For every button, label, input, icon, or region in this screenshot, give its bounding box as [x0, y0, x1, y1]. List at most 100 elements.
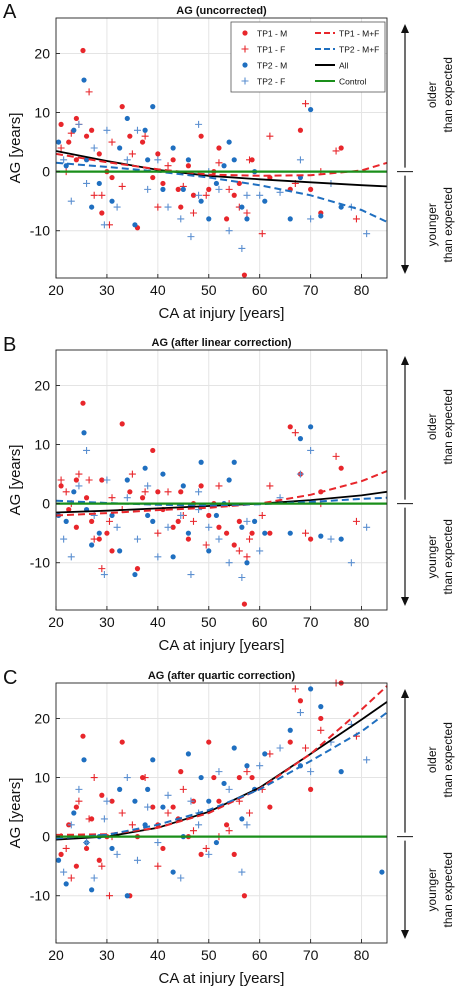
chart-title: AG (uncorrected): [176, 5, 267, 17]
data-point-plus: [256, 191, 264, 199]
chart-title: AG (after linear correction): [152, 337, 292, 349]
data-point-plus: [113, 523, 121, 531]
data-point-dot: [150, 447, 156, 454]
data-point-dot: [142, 127, 148, 133]
data-point-dot: [185, 530, 191, 536]
data-point-plus: [238, 868, 246, 876]
data-point-dot: [198, 133, 204, 139]
data-point-plus: [75, 785, 83, 793]
y-tick-label: 10: [34, 105, 50, 121]
legend-label: All: [339, 61, 349, 71]
data-point-dot: [241, 272, 248, 278]
data-point-plus: [100, 221, 108, 229]
data-point-plus: [205, 523, 213, 531]
data-point-plus: [141, 488, 149, 496]
data-point-plus: [133, 535, 141, 543]
data-point-dot: [109, 845, 115, 852]
y-tick-label: -10: [30, 888, 50, 904]
data-point-plus: [67, 553, 75, 561]
data-point-dot: [150, 804, 156, 810]
data-point-dot: [66, 139, 72, 145]
data-point-plus: [85, 815, 93, 823]
data-point-plus: [363, 756, 371, 764]
data-point-plus: [291, 429, 299, 437]
y-axis-label: AG [years]: [7, 445, 24, 516]
data-point-plus: [238, 574, 246, 581]
data-point-plus: [113, 203, 121, 211]
data-point-plus: [154, 862, 162, 870]
data-point-plus: [215, 535, 223, 543]
y-tick-label: 20: [34, 45, 50, 61]
data-point-plus: [113, 850, 121, 858]
data-point-plus: [67, 821, 75, 829]
data-point-plus: [98, 565, 106, 573]
data-point-plus: [154, 553, 162, 561]
data-point-dot: [308, 424, 314, 430]
data-point-dot: [55, 139, 62, 145]
data-point-plus: [243, 517, 251, 525]
data-point-plus: [133, 856, 141, 864]
data-point-dot: [216, 145, 222, 151]
x-tick-label: 60: [252, 947, 268, 963]
data-point-plus: [189, 209, 197, 217]
data-point-dot: [134, 566, 141, 572]
data-point-plus: [332, 452, 340, 460]
panel-letter: A: [3, 1, 17, 23]
data-point-dot: [73, 477, 79, 483]
data-point-plus: [100, 571, 108, 579]
data-point-dot: [244, 216, 250, 222]
older-label-line1: older: [425, 413, 439, 440]
data-point-plus: [352, 517, 360, 525]
data-point-plus: [164, 791, 172, 799]
data-point-dot: [119, 739, 125, 745]
data-point-plus: [75, 120, 83, 128]
data-point-dot: [109, 548, 115, 554]
data-point-dot: [231, 192, 237, 198]
data-point-plus: [103, 476, 111, 484]
x-tick-label: 40: [150, 947, 166, 963]
data-point-plus: [235, 547, 243, 555]
legend-label: TP1 - M: [257, 29, 287, 39]
data-point-dot: [160, 845, 166, 852]
data-point-plus: [195, 191, 203, 199]
data-point-dot: [308, 686, 314, 692]
data-point-dot: [63, 518, 69, 524]
data-point-plus: [202, 191, 210, 199]
data-point-dot: [213, 512, 220, 519]
legend-label: TP2 - F: [257, 77, 285, 87]
data-point-plus: [177, 511, 185, 519]
data-point-plus: [128, 821, 136, 829]
data-point-dot: [145, 157, 151, 163]
data-point-dot: [216, 798, 222, 804]
data-point-plus: [187, 233, 195, 241]
legend-box: [230, 21, 386, 93]
data-point-dot: [236, 774, 242, 781]
data-point-dot: [211, 774, 217, 781]
plot-area: [56, 350, 387, 610]
data-point-dot: [89, 887, 95, 893]
younger-label-line1: younger: [425, 535, 439, 578]
data-point-dot: [241, 601, 248, 607]
chart-title: AG (after quartic correction): [148, 670, 296, 682]
data-point-dot: [132, 222, 138, 228]
data-point-plus: [62, 488, 70, 496]
older-arrow-head: [401, 356, 409, 365]
data-point-dot: [198, 198, 204, 204]
data-point-dot: [81, 77, 87, 83]
x-axis-label: CA at injury [years]: [159, 305, 285, 322]
data-point-plus: [177, 215, 185, 223]
data-point-dot: [231, 745, 237, 751]
younger-label-line1: younger: [425, 203, 439, 246]
fit-line-all: [55, 701, 388, 841]
data-point-plus: [266, 132, 274, 140]
data-point-plus: [225, 227, 233, 235]
data-point-plus: [103, 797, 111, 805]
data-point-plus: [296, 156, 304, 164]
data-point-plus: [187, 571, 195, 579]
data-point-dot: [160, 186, 166, 192]
data-point-dot: [308, 786, 314, 792]
y-tick-label: 0: [42, 496, 50, 512]
data-point-dot: [155, 151, 161, 157]
older-label-line2: than expected: [441, 389, 455, 464]
data-point-plus: [307, 215, 315, 223]
